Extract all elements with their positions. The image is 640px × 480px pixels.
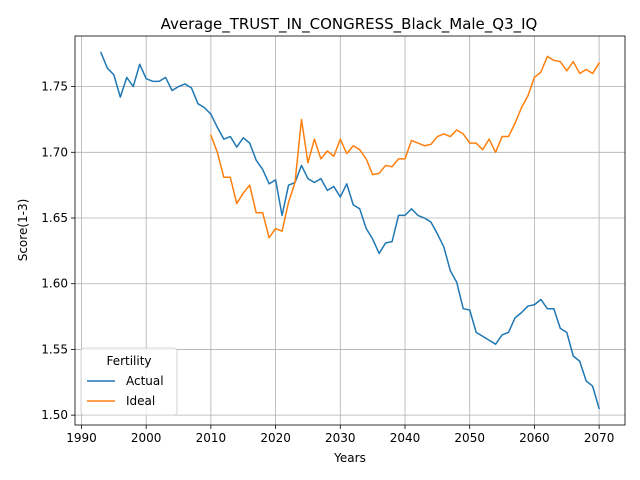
x-tick-label: 2020	[260, 431, 291, 445]
legend-label-actual: Actual	[126, 374, 164, 388]
chart-title: Average_TRUST_IN_CONGRESS_Black_Male_Q3_…	[161, 15, 538, 34]
y-tick-label: 1.65	[41, 211, 68, 225]
legend-title: Fertility	[106, 354, 151, 368]
y-tick-label: 1.70	[41, 145, 68, 159]
legend-label-ideal: Ideal	[126, 394, 155, 408]
y-tick-label: 1.75	[41, 80, 68, 94]
plot-frame	[74, 35, 626, 426]
y-tick-label: 1.55	[41, 342, 68, 356]
legend-frame	[80, 347, 178, 416]
y-axis-label: Score(1-3)	[16, 199, 30, 262]
x-tick-label: 2010	[196, 431, 227, 445]
x-tick-label: 2050	[454, 431, 485, 445]
x-gridlines	[81, 36, 600, 425]
y-tick-label: 1.50	[41, 408, 68, 422]
series-line-actual	[100, 51, 600, 410]
x-tick-label: 2060	[519, 431, 550, 445]
x-axis-label: Years	[333, 451, 366, 465]
legend: Fertility Actual Ideal	[80, 347, 178, 416]
x-tick-label: 2030	[325, 431, 356, 445]
x-tick-label: 2000	[131, 431, 162, 445]
y-axis-ticks: 1.50 1.55 1.60 1.65 1.70 1.75	[41, 80, 75, 422]
x-tick-label: 1990	[66, 431, 97, 445]
y-tick-label: 1.60	[41, 277, 68, 291]
x-tick-label: 2070	[584, 431, 615, 445]
x-tick-label: 2040	[390, 431, 421, 445]
series-line-ideal	[210, 55, 600, 239]
x-axis-ticks: 1990 2000 2010 2020 2030 2040 2050 2060 2070	[66, 425, 614, 445]
series-lines	[100, 51, 600, 410]
